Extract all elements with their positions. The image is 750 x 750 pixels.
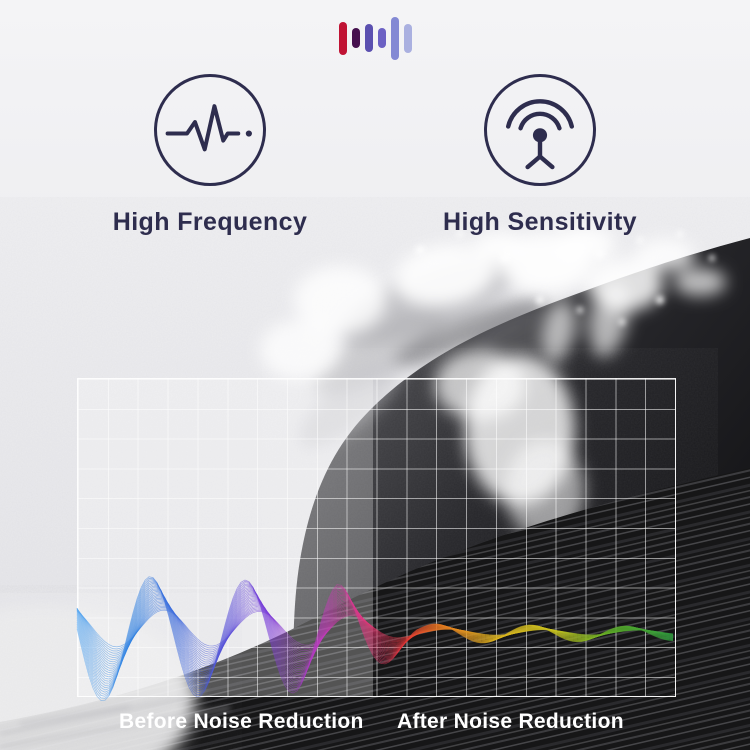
pulse-waveform-icon [154,74,266,186]
noise-waveform-chart [76,576,674,701]
feature-high-frequency: High Frequency [90,74,330,237]
before-noise-reduction-label: Before Noise Reduction [119,710,364,733]
high-frequency-label: High Frequency [112,208,308,236]
equalizer-bar [351,28,360,48]
equalizer-bar [390,16,399,60]
equalizer-icon [0,14,750,62]
after-noise-reduction-label: After Noise Reduction [397,710,624,733]
equalizer-bar [338,21,347,55]
feature-high-sensitivity: High Sensitivity [420,74,660,237]
equalizer-bar [377,28,386,48]
signal-sensitivity-icon [484,74,596,186]
equalizer-bar [364,24,373,52]
high-sensitivity-label: High Sensitivity [443,208,637,236]
equalizer-bar [403,23,412,53]
